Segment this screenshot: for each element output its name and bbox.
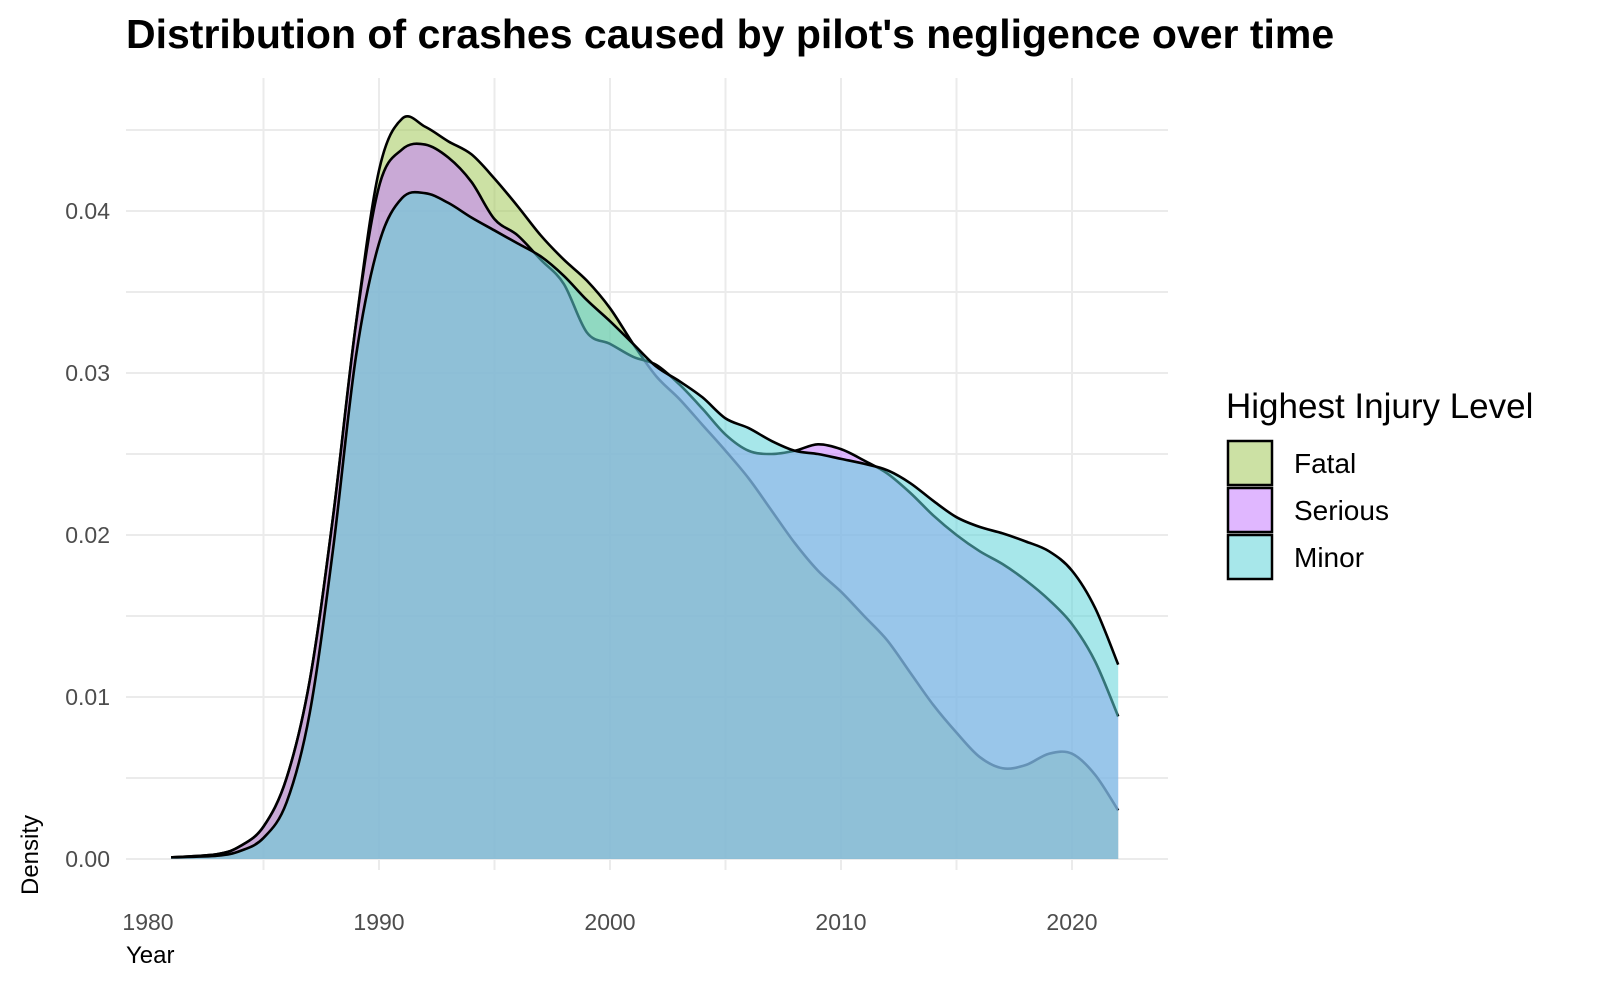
density-area-minor: [171, 192, 1119, 859]
x-tick-label: 1980: [122, 909, 173, 935]
x-tick-label: 2010: [815, 909, 866, 935]
x-tick-label: 2000: [584, 909, 635, 935]
y-axis-label: Density: [17, 815, 44, 895]
chart-title: Distribution of crashes caused by pilot'…: [126, 11, 1334, 57]
density-areas: [171, 115, 1120, 860]
y-tick-label: 0.01: [65, 684, 110, 710]
y-tick-label: 0.02: [65, 522, 110, 548]
legend-swatch-minor: [1226, 533, 1274, 581]
legend-swatch-fatal: [1226, 439, 1274, 487]
y-tick-label: 0.03: [65, 360, 110, 386]
y-axis-ticks: 0.00 0.01 0.02 0.03 0.04: [65, 198, 110, 872]
density-line-minor: [171, 190, 1120, 859]
legend-label-serious: Serious: [1294, 495, 1389, 526]
legend-label-minor: Minor: [1294, 542, 1364, 573]
y-tick-label: 0.00: [65, 846, 110, 872]
y-tick-label: 0.04: [65, 198, 110, 224]
legend-title: Highest Injury Level: [1226, 387, 1533, 426]
legend: Highest Injury Level Fatal Serious Minor: [1226, 387, 1533, 581]
x-tick-label: 2020: [1046, 909, 1097, 935]
x-axis-ticks: 1980 1990 2000 2010 2020: [122, 909, 1097, 935]
legend-swatch-serious: [1226, 486, 1274, 534]
legend-label-fatal: Fatal: [1294, 448, 1356, 479]
x-axis-label: Year: [126, 942, 175, 969]
x-tick-label: 1990: [353, 909, 404, 935]
